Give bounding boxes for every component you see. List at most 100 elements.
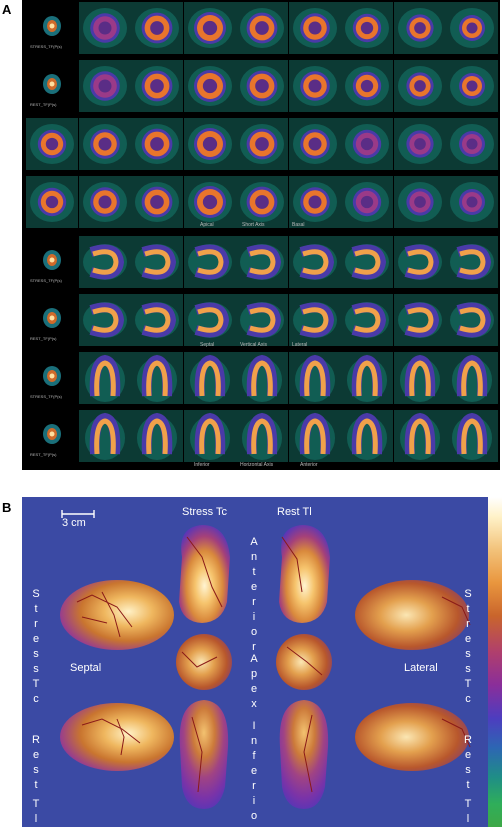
- axis-label-horizontal-axis: Horizontal Axis: [240, 462, 274, 468]
- coronary-vessels-septal-rest: [81, 718, 141, 756]
- spect-slice: [341, 118, 393, 170]
- center-inferior-letter: o: [250, 810, 258, 822]
- header-rest-tl: Rest Tl: [277, 506, 312, 518]
- spect-slice: [131, 410, 183, 462]
- spect-row: [22, 118, 500, 170]
- spect-slice: [78, 2, 131, 54]
- spect-slice: [78, 118, 131, 170]
- spect-slice: [288, 118, 341, 170]
- spect-slice: [288, 410, 341, 462]
- center-inferior-letter: e: [250, 765, 258, 777]
- spect-row: STRESS_TF(P(s): [22, 2, 500, 54]
- spect-slice: [26, 410, 78, 462]
- left-rest-letter: R: [32, 734, 40, 746]
- center-apex-letter: e: [250, 683, 258, 695]
- spect-slice: [131, 294, 183, 346]
- spect-row: STRESS_TF(P(s): [22, 236, 500, 288]
- perfusion-3d-drawing: [60, 510, 471, 809]
- spect-slice: [236, 294, 288, 346]
- spect-slice: [446, 176, 498, 228]
- spect-slice: [183, 410, 236, 462]
- spect-slice: [446, 352, 498, 404]
- spect-slice: [183, 352, 236, 404]
- spect-slice: [288, 352, 341, 404]
- left-rest-tl-letter: T: [32, 798, 40, 810]
- axis-label-short-apical: Apical: [200, 222, 214, 228]
- spect-slice: [393, 176, 446, 228]
- heart-inferior-rest: [279, 700, 329, 809]
- spect-row: [22, 176, 500, 228]
- header-stress-tc: Stress Tc: [182, 506, 228, 518]
- scale-bar: [61, 510, 95, 518]
- spect-slice: [183, 118, 236, 170]
- left-stress-tc-letter: T: [32, 678, 40, 690]
- left-stress-letter: e: [32, 633, 40, 645]
- spect-slice: [341, 236, 393, 288]
- spect-slice: [446, 410, 498, 462]
- spect-slice: [236, 60, 288, 112]
- spect-slice: [26, 2, 78, 54]
- right-stress-letter: e: [464, 633, 472, 645]
- heart-apex-stress: [176, 634, 232, 690]
- spect-slice: [393, 236, 446, 288]
- axis-label-horizontal-inferior: Inferior: [194, 462, 210, 468]
- spect-slice: [288, 176, 341, 228]
- center-inferior-letter: r: [252, 780, 256, 792]
- left-stress-letter: S: [32, 588, 40, 600]
- spect-row: REST_TF(P(s): [22, 60, 500, 112]
- heart-anterior-rest: [279, 525, 330, 623]
- right-rest-tl-letter: T: [464, 798, 472, 810]
- spect-slice: [26, 60, 78, 112]
- spect-row: REST_TF(P(s): [22, 410, 500, 462]
- spect-row: REST_TF(P(s): [22, 294, 500, 346]
- center-anterior-letter: r: [252, 641, 256, 653]
- spect-slice: [78, 410, 131, 462]
- axis-label-vertical-axis: Vertical Axis: [240, 342, 267, 348]
- spect-slice: [341, 60, 393, 112]
- spect-slice: [446, 294, 498, 346]
- left-stress-letter: s: [33, 663, 39, 675]
- heart-anterior-stress: [179, 525, 230, 623]
- spect-slice-grid: STRESS_TF(P(s) REST_TF(P(s) STRESS_TF(P(s)…: [22, 0, 500, 470]
- spect-slice: [446, 118, 498, 170]
- left-rest-letter: s: [33, 764, 39, 776]
- spect-slice: [341, 352, 393, 404]
- panel-b-letter: B: [2, 500, 12, 515]
- center-anterior-letter: r: [252, 596, 256, 608]
- spect-slice: [288, 294, 341, 346]
- spect-slice: [393, 352, 446, 404]
- coronary-vessels-anterior: [186, 536, 303, 608]
- right-stress-tc-letter: c: [465, 693, 471, 705]
- spect-row: STRESS_TF(P(s): [22, 352, 500, 404]
- center-apex-letter: x: [251, 698, 257, 710]
- heart-septal-stress: [60, 580, 174, 650]
- center-anterior-letter: n: [250, 551, 258, 563]
- center-anterior-letter: t: [252, 566, 256, 578]
- spect-slice: [183, 2, 236, 54]
- lateral-label: Lateral: [404, 662, 438, 674]
- axis-label-vertical-lateral: Lateral: [292, 342, 308, 348]
- right-rest-letter: R: [464, 734, 472, 746]
- coronary-vessels-inferior: [191, 714, 313, 793]
- left-rest-letter: t: [34, 779, 38, 791]
- heart-inferior-stress: [179, 700, 229, 809]
- center-anterior-letter: o: [250, 626, 258, 638]
- center-inferior-letter: I: [252, 720, 256, 732]
- spect-slice: [446, 60, 498, 112]
- left-stress-letter: r: [34, 618, 38, 630]
- spect-slice: [236, 410, 288, 462]
- spect-slice: [131, 60, 183, 112]
- axis-label-short-basal: Basal: [292, 222, 305, 228]
- axis-label-short-axis: Short Axis: [242, 222, 265, 228]
- spect-slice: [78, 60, 131, 112]
- right-rest-letter: s: [465, 764, 471, 776]
- spect-slice: [26, 176, 78, 228]
- center-anterior-letter: i: [252, 611, 256, 623]
- right-rest-letter: e: [464, 749, 472, 761]
